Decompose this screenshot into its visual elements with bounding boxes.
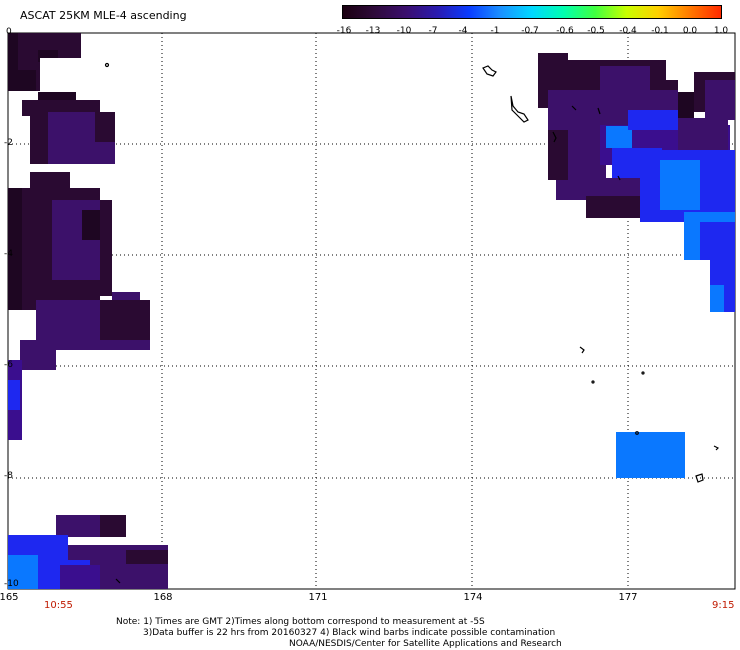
swath-cell	[8, 70, 36, 91]
cb-label: 1.0	[713, 26, 729, 36]
map-title: ASCAT 25KM MLE-4 ascending	[20, 9, 187, 22]
y-tick-label: -4	[4, 249, 13, 259]
swath-left-bottom	[8, 515, 168, 589]
x-tick-label: 168	[153, 592, 173, 603]
swath-cell	[710, 285, 724, 312]
swath-cell	[586, 196, 640, 218]
swath-cell	[628, 110, 678, 130]
swath-cell	[82, 210, 100, 240]
swath-left-top	[8, 33, 81, 91]
swath-right-top	[538, 53, 735, 312]
y-tick-label: -2	[4, 138, 13, 148]
swath-cell	[8, 380, 20, 410]
swath-left-mid1	[22, 92, 115, 164]
swath-cell	[60, 565, 100, 589]
island-outline	[641, 371, 645, 375]
cb-label: -10	[396, 26, 412, 36]
note-line-3: NOAA/NESDIS/Center for Satellite Applica…	[289, 639, 562, 649]
island-outline	[591, 380, 595, 384]
swath-cell	[126, 550, 168, 564]
y-tick-label: -6	[4, 360, 13, 370]
swath-left-mid2	[8, 172, 150, 440]
swath-cell	[30, 172, 70, 192]
island-outline	[695, 473, 704, 483]
colorbar	[342, 5, 722, 19]
island-outline	[617, 175, 621, 181]
island-outline	[104, 62, 110, 68]
cb-label: -0.1	[651, 26, 669, 36]
x-tick-label: 171	[308, 592, 328, 603]
cb-label: -7	[428, 26, 438, 36]
island-outline	[571, 105, 577, 111]
time-left: 10:55	[44, 600, 73, 611]
swath-cell	[678, 92, 694, 118]
island-outline	[482, 65, 497, 77]
cb-label: 0.0	[682, 26, 698, 36]
island-outline	[597, 107, 601, 115]
cb-label: -0.7	[521, 26, 539, 36]
cb-label: -0.5	[587, 26, 605, 36]
swath-cell	[8, 555, 38, 589]
cb-label: -4	[458, 26, 468, 36]
swath-cell	[600, 66, 650, 90]
note-line-1: Note: 1) Times are GMT 2)Times along bot…	[116, 617, 485, 627]
cb-label: -16	[336, 26, 352, 36]
island-outline	[552, 131, 557, 143]
x-tick-label: 174	[463, 592, 483, 603]
island-outline	[115, 578, 121, 584]
swath-cell	[100, 515, 126, 537]
cb-label: -0.4	[619, 26, 637, 36]
cb-label: -1	[490, 26, 500, 36]
swath-cell	[8, 33, 18, 91]
swath-cell	[660, 160, 700, 210]
x-tick-label: 165	[0, 592, 19, 603]
swath-cell	[548, 130, 568, 180]
island-outline	[579, 346, 585, 354]
island-outline	[713, 445, 720, 451]
swath-cell	[40, 58, 81, 91]
island-outline	[510, 95, 529, 123]
y-tick-label: -8	[4, 471, 13, 481]
colorbar-labels: -16 -13 -10 -7 -4 -1 -0.7 -0.6 -0.5 -0.4…	[330, 26, 740, 38]
swath-cell	[705, 80, 735, 120]
swath-cell	[20, 340, 56, 370]
swath-cell	[616, 432, 685, 478]
swath-right-bottom	[616, 432, 685, 478]
time-right: 9:15	[712, 600, 735, 611]
swath-cell	[30, 112, 48, 164]
swath-cell	[100, 200, 112, 296]
note-line-2: 3)Data buffer is 22 hrs from 20160327 4)…	[143, 628, 556, 638]
y-tick-label: 0	[6, 27, 12, 37]
island-outline	[635, 431, 639, 435]
coastlines	[104, 62, 720, 584]
swath-cell	[700, 222, 735, 260]
swath-cell	[95, 112, 115, 142]
swath-cell	[606, 126, 632, 148]
swath-cell	[100, 300, 150, 340]
swath-cell	[575, 178, 640, 198]
cb-label: -13	[365, 26, 381, 36]
y-tick-label: -10	[4, 579, 19, 589]
swath-cell	[8, 188, 22, 310]
x-tick-label: 177	[618, 592, 638, 603]
cb-label: -0.6	[556, 26, 574, 36]
